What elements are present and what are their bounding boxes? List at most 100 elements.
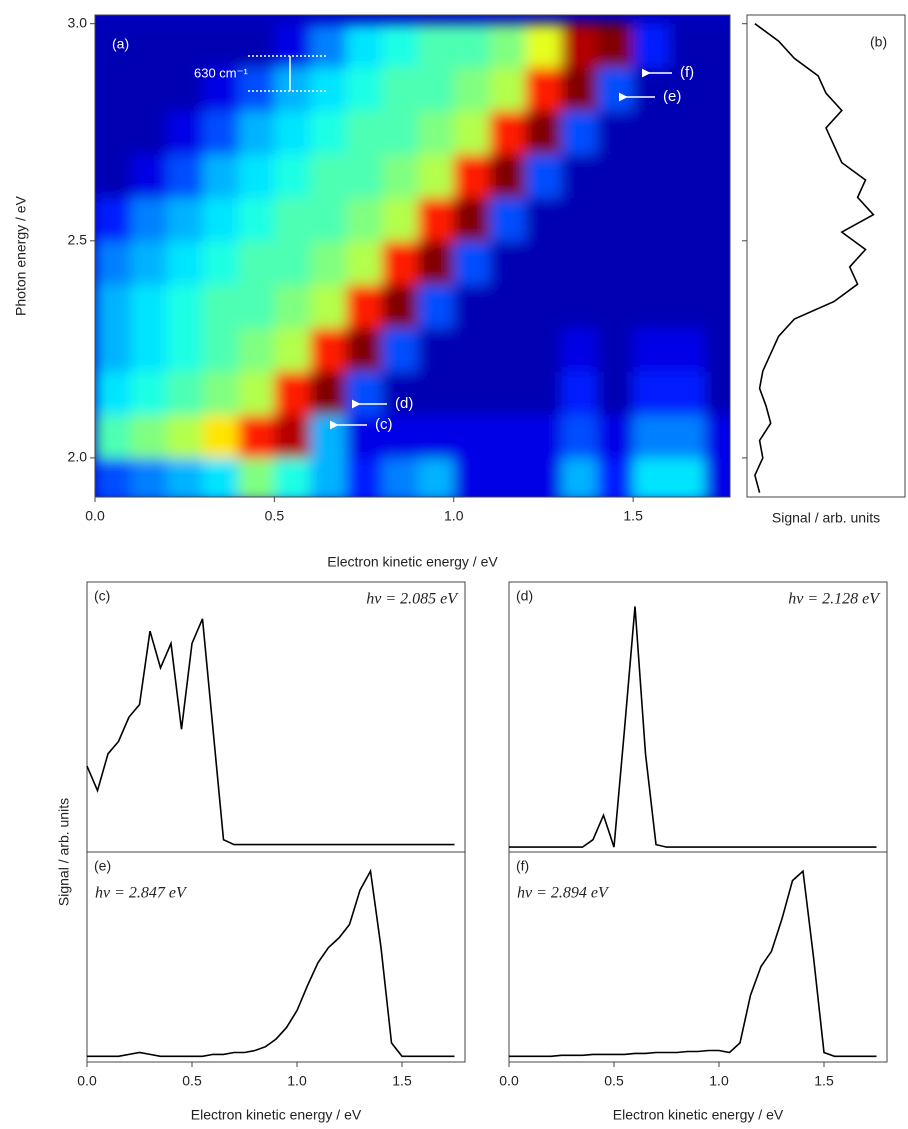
heatmap-cell [453, 240, 491, 285]
heatmap-cell [561, 327, 598, 372]
heatmap-cell [525, 23, 562, 68]
heatmap-cell [417, 327, 455, 372]
heatmap-cell [310, 414, 347, 459]
heatmap-cell [561, 197, 598, 242]
heatmap-cell [597, 284, 634, 329]
heatmap-cell [633, 327, 670, 372]
arrow-label: (c) [375, 416, 393, 433]
heatmap-cell [274, 240, 311, 285]
heatmap-cell [274, 327, 311, 372]
heatmap-cell [525, 110, 562, 155]
heatmap-cell [166, 67, 204, 112]
heatmap-cell [417, 67, 455, 112]
heatmap-cell [95, 197, 132, 242]
heatmap-cell [669, 23, 706, 68]
heatmap-cell [525, 414, 562, 459]
heatmap-cell [525, 240, 562, 285]
heatmap-cell [525, 153, 562, 198]
heatmap-cell [561, 110, 598, 155]
line-trace [754, 23, 875, 493]
line-trace [87, 868, 455, 1058]
heatmap-cell [310, 457, 347, 497]
heatmap-cell [525, 371, 562, 415]
heatmap-cell [417, 284, 455, 329]
heatmap-cell [382, 240, 419, 285]
heatmap-cell [633, 67, 670, 112]
heatmap-cell [633, 457, 670, 497]
heatmap-cell [489, 153, 527, 198]
heatmap-cell [561, 240, 598, 285]
x-axis-label: Signal / arb. units [772, 510, 880, 526]
panel-label: (b) [870, 34, 887, 50]
heatmap-cell [238, 110, 275, 155]
heatmap-cell [704, 414, 730, 459]
x-tick-label: 1.5 [814, 1073, 834, 1089]
heatmap-cell [166, 371, 204, 415]
heatmap-cell [382, 371, 419, 415]
heatmap-cell [310, 327, 347, 372]
y-tick-label: 2.0 [68, 449, 88, 465]
heatmap-cell [95, 284, 132, 329]
heatmap-cell [95, 414, 132, 459]
heatmap-cell [453, 197, 491, 242]
plot-frame [86, 581, 466, 853]
heatmap-cell [417, 240, 455, 285]
heatmap-cell [561, 371, 598, 415]
heatmap-cell [274, 284, 311, 329]
heatmap-cell [525, 457, 562, 497]
heatmap-cell [346, 67, 383, 112]
x-tick-label: 1.0 [287, 1073, 307, 1089]
heatmap-cell [346, 327, 383, 372]
heatmap-cell [238, 67, 275, 112]
heatmap-cell [453, 67, 491, 112]
heatmap-cell [166, 414, 204, 459]
heatmap-cell [166, 110, 204, 155]
x-tick-label: 0.5 [604, 1073, 624, 1089]
y-tick-label: 3.0 [68, 14, 88, 30]
heatmap-cell [95, 457, 132, 497]
heatmap-cell [489, 284, 527, 329]
panel-label: (f) [516, 858, 529, 874]
heatmap-cell [704, 371, 730, 415]
heatmap-cell [489, 414, 527, 459]
heatmap-cell [382, 457, 419, 497]
arrow-label: (e) [663, 88, 681, 105]
heatmap-cell [704, 23, 730, 68]
arrow-label: (f) [680, 64, 694, 81]
heatmap-cell [130, 414, 168, 459]
heatmap-cell [561, 153, 598, 198]
heatmap-cell [238, 284, 275, 329]
heatmap-cell [561, 67, 598, 112]
heatmap-cell [95, 23, 132, 68]
heatmap-cell [202, 240, 240, 285]
heatmap-cell [453, 23, 491, 68]
heatmap-cell [310, 371, 347, 415]
heatmap-cell [95, 371, 132, 415]
heatmap-cell [166, 23, 204, 68]
heatmap-cell [238, 153, 275, 198]
heatmap-cell [597, 457, 634, 497]
heatmap-cell [633, 284, 670, 329]
heatmap-cell [238, 23, 275, 68]
x-tick-label: 0.5 [265, 508, 285, 524]
heatmap-cell [130, 67, 168, 112]
heatmap-cell [130, 457, 168, 497]
heatmap-cell [346, 23, 383, 68]
heatmap-cell [202, 153, 240, 198]
heatmap-cell [597, 414, 634, 459]
spacing-label: 630 cm⁻¹ [194, 65, 248, 80]
heatmap-cell [453, 414, 491, 459]
heatmap-cell [633, 153, 670, 198]
heatmap-cell [382, 327, 419, 372]
y-axis-label: Signal / arb. units [56, 798, 72, 906]
line-trace [509, 606, 877, 848]
heatmap-cell [274, 153, 311, 198]
heatmap-cell [597, 327, 634, 372]
heatmap-cell [597, 240, 634, 285]
heatmap-cell [417, 457, 455, 497]
heatmap-cell [310, 67, 347, 112]
heatmap-cell [669, 284, 706, 329]
heatmap-cell [525, 197, 562, 242]
heatmap-cell [274, 414, 311, 459]
